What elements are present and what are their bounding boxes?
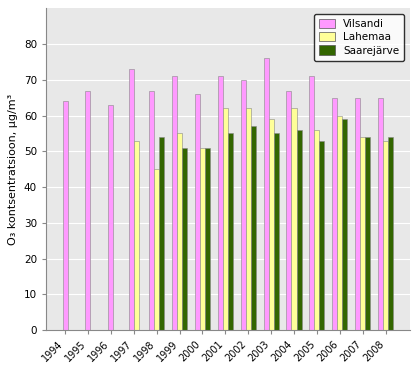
Bar [85,90,91,330]
Bar [342,119,347,330]
Bar [241,80,246,330]
Bar [360,137,365,330]
Bar [296,130,301,330]
Bar [205,148,210,330]
Bar [154,169,159,330]
Bar [355,98,360,330]
Bar [264,58,269,330]
Bar [134,141,139,330]
Bar [200,148,205,330]
Bar [177,134,182,330]
Bar [63,101,68,330]
Bar [223,108,228,330]
Bar [332,98,337,330]
Bar [309,76,314,330]
Bar [314,130,319,330]
Bar [337,116,342,330]
Bar [269,119,274,330]
Bar [149,90,154,330]
Legend: Vilsandi, Lahemaa, Saarejärve: Vilsandi, Lahemaa, Saarejärve [314,13,405,61]
Bar [274,134,279,330]
Bar [228,134,233,330]
Bar [195,94,200,330]
Bar [159,137,164,330]
Bar [246,108,251,330]
Bar [383,141,388,330]
Bar [218,76,223,330]
Bar [172,76,177,330]
Bar [286,90,291,330]
Bar [319,141,324,330]
Bar [291,108,296,330]
Bar [129,69,134,330]
Bar [251,126,256,330]
Bar [182,148,187,330]
Bar [365,137,370,330]
Bar [378,98,383,330]
Y-axis label: O₃ kontsentratsioon, μg/m³: O₃ kontsentratsioon, μg/m³ [8,94,18,245]
Bar [388,137,393,330]
Bar [108,105,113,330]
